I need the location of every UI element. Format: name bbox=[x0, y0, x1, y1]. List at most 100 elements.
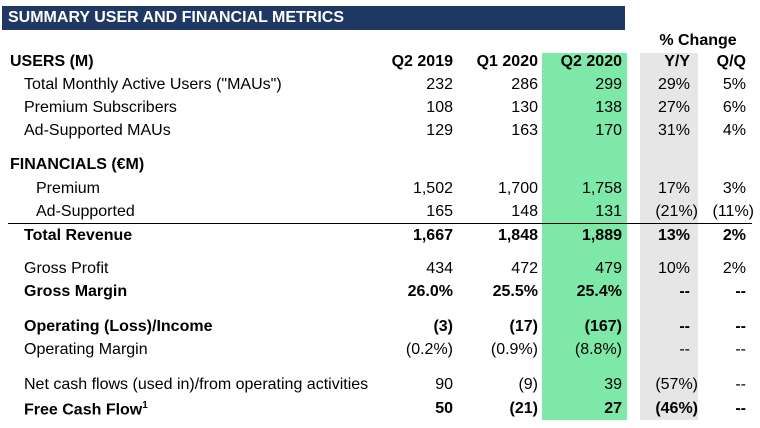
row-q1-2020: (21) bbox=[509, 400, 538, 417]
table-row: Operating (Loss)/Income (3) (17) (167) -… bbox=[0, 318, 760, 338]
row-yy: (57%) bbox=[655, 376, 698, 393]
row-yy: (21%) bbox=[655, 203, 698, 220]
row-q2-2020: 138 bbox=[595, 99, 622, 116]
row-yy: 31% bbox=[657, 122, 690, 139]
table-row: Gross Profit 434 472 479 10% 2% bbox=[0, 260, 760, 280]
row-label: Gross Profit bbox=[24, 260, 109, 277]
yy-highlight-column bbox=[640, 53, 698, 420]
row-label: Total Monthly Active Users ("MAUs") bbox=[24, 76, 282, 93]
table-row: Premium 1,502 1,700 1,758 17% 3% bbox=[0, 180, 760, 200]
row-q2-2020: 1,758 bbox=[581, 180, 622, 197]
row-yy: 29% bbox=[657, 76, 690, 93]
col-header-q2-2019: Q2 2019 bbox=[391, 53, 453, 70]
col-header-yy: Y/Y bbox=[664, 53, 690, 70]
row-qq: -- bbox=[735, 341, 746, 358]
row-label: Operating Margin bbox=[24, 341, 148, 358]
row-q2-2020: 479 bbox=[595, 260, 622, 277]
row-yy: 17% bbox=[657, 180, 690, 197]
row-label-wrap: Free Cash Flow1 bbox=[24, 400, 148, 419]
total-revenue-rule bbox=[8, 223, 752, 224]
financials-section-row: FINANCIALS (€M) bbox=[0, 156, 760, 176]
row-yy: 10% bbox=[657, 260, 690, 277]
row-q2-2020: 1,889 bbox=[581, 227, 622, 244]
row-q1-2020: 130 bbox=[511, 99, 538, 116]
row-q2-2020: 170 bbox=[595, 122, 622, 139]
row-qq: (11%) bbox=[712, 203, 755, 220]
row-q2-2019: 90 bbox=[435, 376, 453, 393]
row-q2-2019: 232 bbox=[426, 76, 453, 93]
row-yy: -- bbox=[679, 283, 690, 300]
row-q1-2020: 1,848 bbox=[497, 227, 538, 244]
row-q2-2019: (3) bbox=[433, 318, 453, 335]
col-header-q2-2020: Q2 2020 bbox=[560, 53, 622, 70]
row-qq: 3% bbox=[722, 180, 746, 197]
financials-section-label: FINANCIALS (€M) bbox=[10, 156, 145, 173]
row-label: Ad-Supported MAUs bbox=[24, 122, 171, 139]
row-q1-2020: 286 bbox=[511, 76, 538, 93]
row-q2-2020: (8.8%) bbox=[574, 341, 622, 358]
row-yy: 13% bbox=[657, 227, 690, 244]
row-q2-2020: 131 bbox=[595, 203, 622, 220]
table-row: Premium Subscribers 108 130 138 27% 6% bbox=[0, 99, 760, 119]
row-q1-2020: 472 bbox=[511, 260, 538, 277]
row-q2-2020: 39 bbox=[604, 376, 622, 393]
row-q2-2020: 27 bbox=[604, 400, 622, 417]
row-q1-2020: (17) bbox=[509, 318, 538, 335]
row-qq: 2% bbox=[722, 227, 746, 244]
row-q2-2019: 1,502 bbox=[412, 180, 453, 197]
table-title-banner: SUMMARY USER AND FINANCIAL METRICS bbox=[2, 6, 625, 30]
row-yy: -- bbox=[679, 318, 690, 335]
users-section-label: USERS (M) bbox=[10, 53, 94, 70]
q2-2020-highlight-column bbox=[542, 53, 627, 420]
table-row: Total Revenue 1,667 1,848 1,889 13% 2% bbox=[0, 227, 760, 247]
table-row: Operating Margin (0.2%) (0.9%) (8.8%) --… bbox=[0, 341, 760, 361]
col-header-qq: Q/Q bbox=[716, 53, 746, 70]
row-q1-2020: 25.5% bbox=[492, 283, 538, 300]
row-yy: (46%) bbox=[655, 400, 698, 417]
row-qq: -- bbox=[735, 400, 746, 417]
row-qq: 4% bbox=[722, 122, 746, 139]
row-q2-2020: (167) bbox=[584, 318, 622, 335]
table-row: Ad-Supported 165 148 131 (21%) (11%) bbox=[0, 203, 760, 223]
table-title: SUMMARY USER AND FINANCIAL METRICS bbox=[8, 9, 345, 26]
row-q2-2019: 434 bbox=[426, 260, 453, 277]
row-label: Ad-Supported bbox=[36, 203, 135, 220]
row-label: Premium Subscribers bbox=[24, 99, 177, 116]
row-label: Total Revenue bbox=[24, 227, 133, 244]
row-q2-2019: 50 bbox=[435, 400, 453, 417]
footnote-marker: 1 bbox=[142, 400, 148, 411]
table-row: Gross Margin 26.0% 25.5% 25.4% -- -- bbox=[0, 283, 760, 303]
col-header-q1-2020: Q1 2020 bbox=[476, 53, 538, 70]
row-q2-2019: (0.2%) bbox=[405, 341, 453, 358]
pct-change-header: % Change bbox=[659, 32, 737, 49]
row-q1-2020: 148 bbox=[511, 203, 538, 220]
table-row: Ad-Supported MAUs 129 163 170 31% 4% bbox=[0, 122, 760, 142]
row-qq: 5% bbox=[722, 76, 746, 93]
row-qq: 2% bbox=[722, 260, 746, 277]
row-label: Premium bbox=[36, 180, 101, 197]
row-label: Gross Margin bbox=[24, 283, 128, 300]
row-q2-2019: 129 bbox=[426, 122, 453, 139]
row-q2-2019: 165 bbox=[426, 203, 453, 220]
row-yy: -- bbox=[679, 341, 690, 358]
row-qq: 6% bbox=[722, 99, 746, 116]
row-q2-2020: 299 bbox=[595, 76, 622, 93]
row-q2-2019: 108 bbox=[426, 99, 453, 116]
row-q2-2020: 25.4% bbox=[576, 283, 622, 300]
table-row: Net cash flows (used in)/from operating … bbox=[0, 376, 760, 396]
row-qq: -- bbox=[735, 283, 746, 300]
row-qq: -- bbox=[735, 318, 746, 335]
table-row: Free Cash Flow1 50 (21) 27 (46%) -- bbox=[0, 400, 760, 420]
row-label: Net cash flows (used in)/from operating … bbox=[24, 376, 369, 393]
table-row: Total Monthly Active Users ("MAUs") 232 … bbox=[0, 76, 760, 96]
row-qq: -- bbox=[735, 376, 746, 393]
row-q2-2019: 26.0% bbox=[407, 283, 453, 300]
row-q2-2019: 1,667 bbox=[412, 227, 453, 244]
header-row: USERS (M) Q2 2019 Q1 2020 Q2 2020 Y/Y Q/… bbox=[0, 53, 760, 73]
row-q1-2020: (0.9%) bbox=[490, 341, 538, 358]
row-q1-2020: (9) bbox=[518, 376, 538, 393]
row-q1-2020: 163 bbox=[511, 122, 538, 139]
row-label: Operating (Loss)/Income bbox=[24, 318, 213, 335]
row-yy: 27% bbox=[657, 99, 690, 116]
row-q1-2020: 1,700 bbox=[497, 180, 538, 197]
